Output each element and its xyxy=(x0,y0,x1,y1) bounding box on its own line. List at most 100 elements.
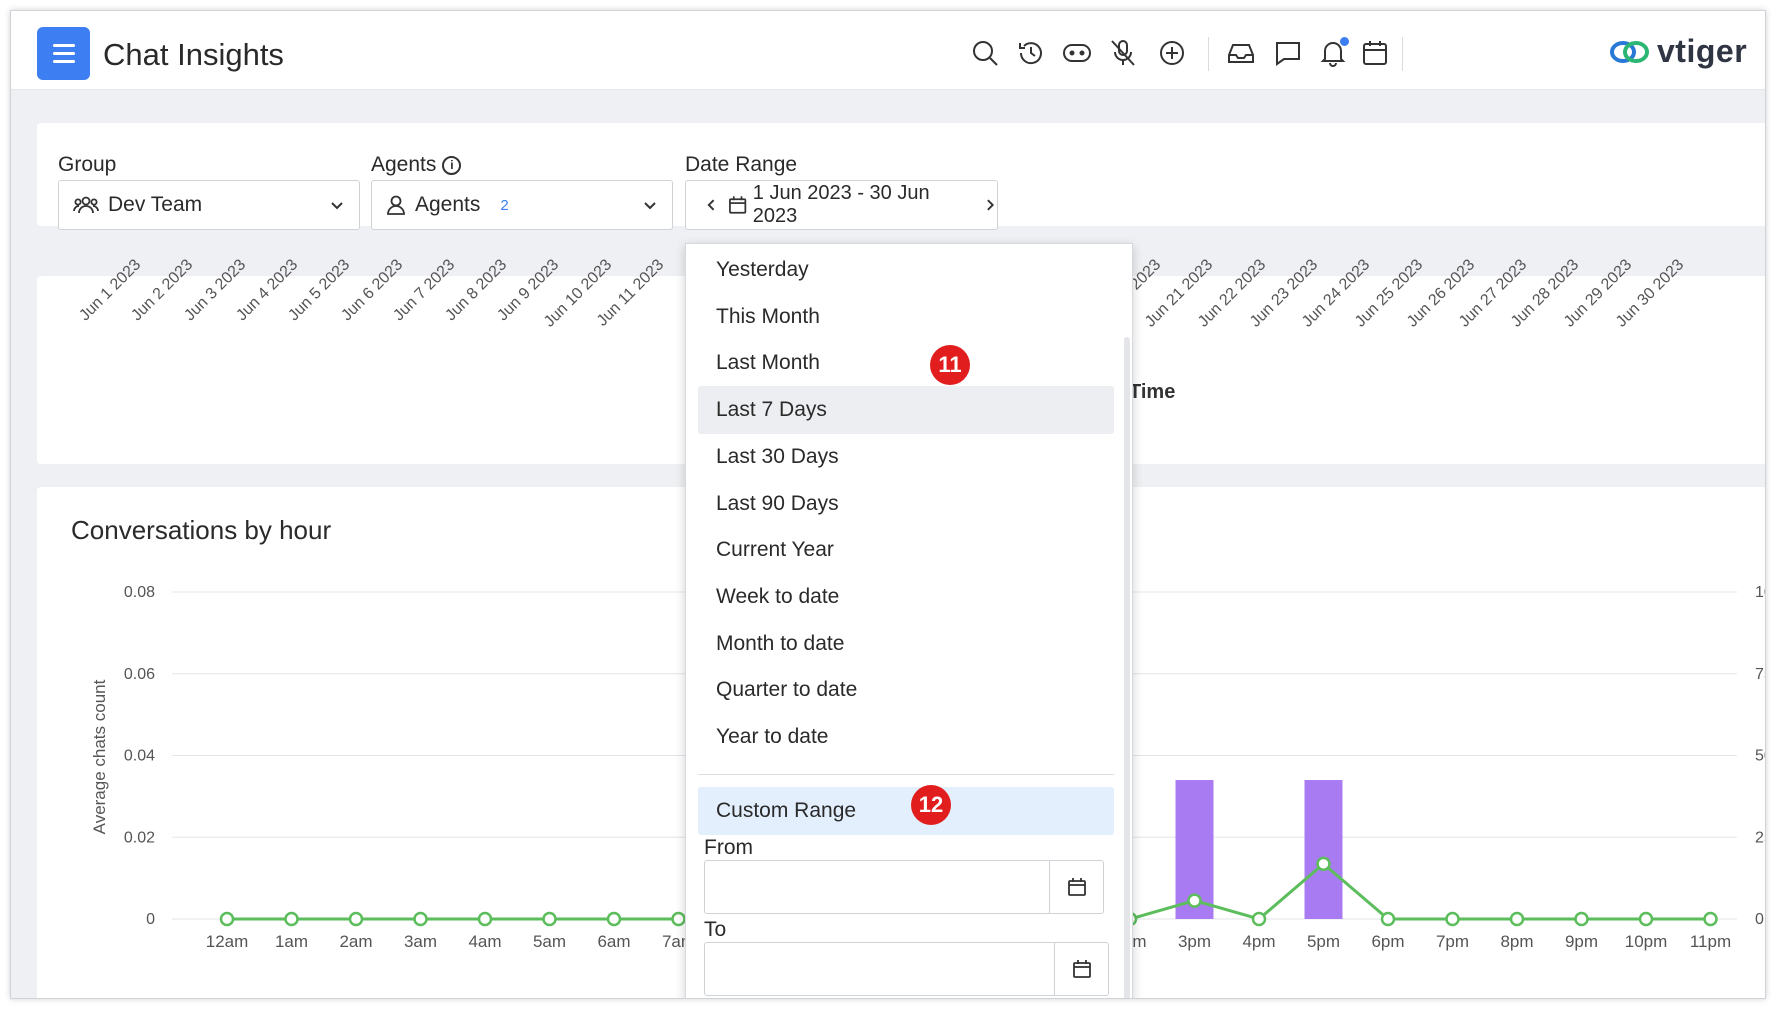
dropdown-item-last-month[interactable]: Last Month xyxy=(716,351,820,375)
dropdown-item-week-to-date[interactable]: Week to date xyxy=(716,584,840,608)
to-calendar-button[interactable] xyxy=(1054,943,1108,995)
mute-button[interactable] xyxy=(1107,37,1139,69)
chart-title: Conversations by hour xyxy=(71,515,332,545)
line-point xyxy=(477,911,493,927)
search-button[interactable] xyxy=(969,37,1001,69)
x-tick-label: 7pm xyxy=(1436,932,1469,951)
top-bar: Chat Insights xyxy=(11,11,1765,90)
gamepad-button[interactable] xyxy=(1061,37,1093,69)
inbox-button[interactable] xyxy=(1225,37,1257,69)
dropdown-item-month-to-date[interactable]: Month to date xyxy=(716,631,845,655)
from-date-input[interactable] xyxy=(704,860,1104,914)
menu-icon xyxy=(52,44,75,47)
x-tick-label: 5am xyxy=(533,932,566,951)
date-range-dropdown: Yesterday This Month Last Month Last 7 Days… xyxy=(685,243,1133,998)
dropdown-item-quarter-to-date[interactable]: Quarter to date xyxy=(716,678,858,702)
users-icon xyxy=(73,196,99,214)
chevron-right-icon[interactable] xyxy=(984,197,998,213)
line-point xyxy=(1638,911,1654,927)
history-icon xyxy=(1019,42,1042,65)
y-tick-label: 0.02 xyxy=(124,829,155,846)
from-calendar-button[interactable] xyxy=(1049,861,1103,913)
dropdown-item-last-30-days[interactable]: Last 30 Days xyxy=(716,444,839,468)
x-tick-label: 1am xyxy=(275,932,308,951)
right-axis-tick-label: 0 xyxy=(1755,911,1764,928)
x-tick-label: 6am xyxy=(597,932,630,951)
dropdown-item-this-month[interactable]: This Month xyxy=(716,304,820,328)
search-icon xyxy=(973,41,998,66)
dropdown-item-yesterday[interactable]: Yesterday xyxy=(716,258,809,281)
dropdown-item-current-year[interactable]: Current Year xyxy=(716,538,834,562)
line-point xyxy=(1703,911,1718,927)
y-tick-label: 0.06 xyxy=(124,666,155,683)
line-point xyxy=(1574,911,1589,927)
x-tick-label: 9pm xyxy=(1565,932,1598,951)
to-date-input[interactable] xyxy=(704,942,1109,996)
menu-button[interactable] xyxy=(37,27,90,80)
line-point xyxy=(1445,911,1460,927)
x-tick-label: 3pm xyxy=(1178,932,1211,951)
dropdown-item-last-7-days[interactable]: Last 7 Days xyxy=(698,386,1114,435)
dropdown-item-custom-range[interactable]: Custom Range xyxy=(698,787,1114,835)
logo-icon xyxy=(1610,40,1649,63)
history-button[interactable] xyxy=(1015,37,1047,69)
calendar-button[interactable] xyxy=(1359,37,1391,69)
y-tick-label: 0.08 xyxy=(124,584,155,601)
date-range-label: Date Range xyxy=(685,153,798,176)
vtiger-logo[interactable]: vtiger xyxy=(1609,33,1747,70)
x-tick-label: 11pm xyxy=(1690,932,1731,951)
right-axis-tick-label: 50 xyxy=(1755,748,1766,765)
step-badge-11: 11 xyxy=(930,345,970,385)
date-range-picker[interactable]: 1 Jun 2023 - 30 Jun 2023 xyxy=(685,180,998,230)
right-axis-tick-label: 75 xyxy=(1755,666,1766,683)
dropdown-scrollbar[interactable] xyxy=(1124,337,1130,998)
agents-select[interactable]: Agents 2 xyxy=(371,180,673,230)
dropdown-item-year-to-date[interactable]: Year to date xyxy=(716,725,829,748)
mute-mic-icon xyxy=(1111,40,1135,66)
filter-card: Group Dev Team Agents i Agents 2 Date Ran… xyxy=(37,123,1765,230)
add-button[interactable] xyxy=(1156,37,1188,69)
line-point xyxy=(1316,856,1331,872)
line-point xyxy=(348,911,364,927)
user-icon xyxy=(387,195,405,215)
notifications-button[interactable] xyxy=(1317,37,1349,69)
app-window: Chat Insights xyxy=(10,10,1766,999)
x-tick-label: 10pm xyxy=(1625,932,1668,951)
y-tick-label: 0.04 xyxy=(124,748,155,765)
x-tick-label: 3am xyxy=(404,932,437,951)
line-point xyxy=(413,911,428,927)
x-tick-label: 12am xyxy=(206,932,249,951)
calendar-icon xyxy=(1363,41,1387,65)
x-tick-label: 6pm xyxy=(1371,932,1404,951)
line-point xyxy=(671,911,686,927)
dropdown-item-last-90-days[interactable]: Last 90 Days xyxy=(716,491,839,515)
agents-label: Agents i xyxy=(371,153,462,177)
right-axis-tick-label: 25 xyxy=(1755,829,1766,846)
line-point xyxy=(1509,911,1525,927)
line-point xyxy=(542,911,557,927)
line-point xyxy=(1251,911,1267,927)
to-label: To xyxy=(704,918,727,941)
chevron-down-icon xyxy=(644,202,656,210)
group-select[interactable]: Dev Team xyxy=(58,180,360,230)
chevron-down-icon xyxy=(331,202,343,210)
app-title: Chat Insights xyxy=(103,37,284,72)
calendar-icon xyxy=(1067,878,1086,896)
chevron-left-icon[interactable] xyxy=(704,197,718,213)
agents-value: Agents xyxy=(415,193,481,216)
y-axis-title: Average chats count xyxy=(90,679,109,834)
date-range-value: 1 Jun 2023 - 30 Jun 2023 xyxy=(752,182,930,227)
x-tick-label: 2am xyxy=(339,932,372,951)
line-point xyxy=(219,911,235,927)
info-icon[interactable]: i xyxy=(442,155,462,175)
chat-button[interactable] xyxy=(1272,37,1304,69)
step-badge-12: 12 xyxy=(911,785,951,825)
x-tick-label: 5pm xyxy=(1307,932,1340,951)
group-value: Dev Team xyxy=(108,193,203,216)
right-axis-tick-label: 100 xyxy=(1755,584,1766,601)
inbox-icon xyxy=(1228,44,1254,63)
calendar-icon xyxy=(728,196,746,214)
x-tick-label: 8pm xyxy=(1500,932,1533,951)
line-point xyxy=(1380,911,1396,927)
bar xyxy=(1304,780,1343,919)
